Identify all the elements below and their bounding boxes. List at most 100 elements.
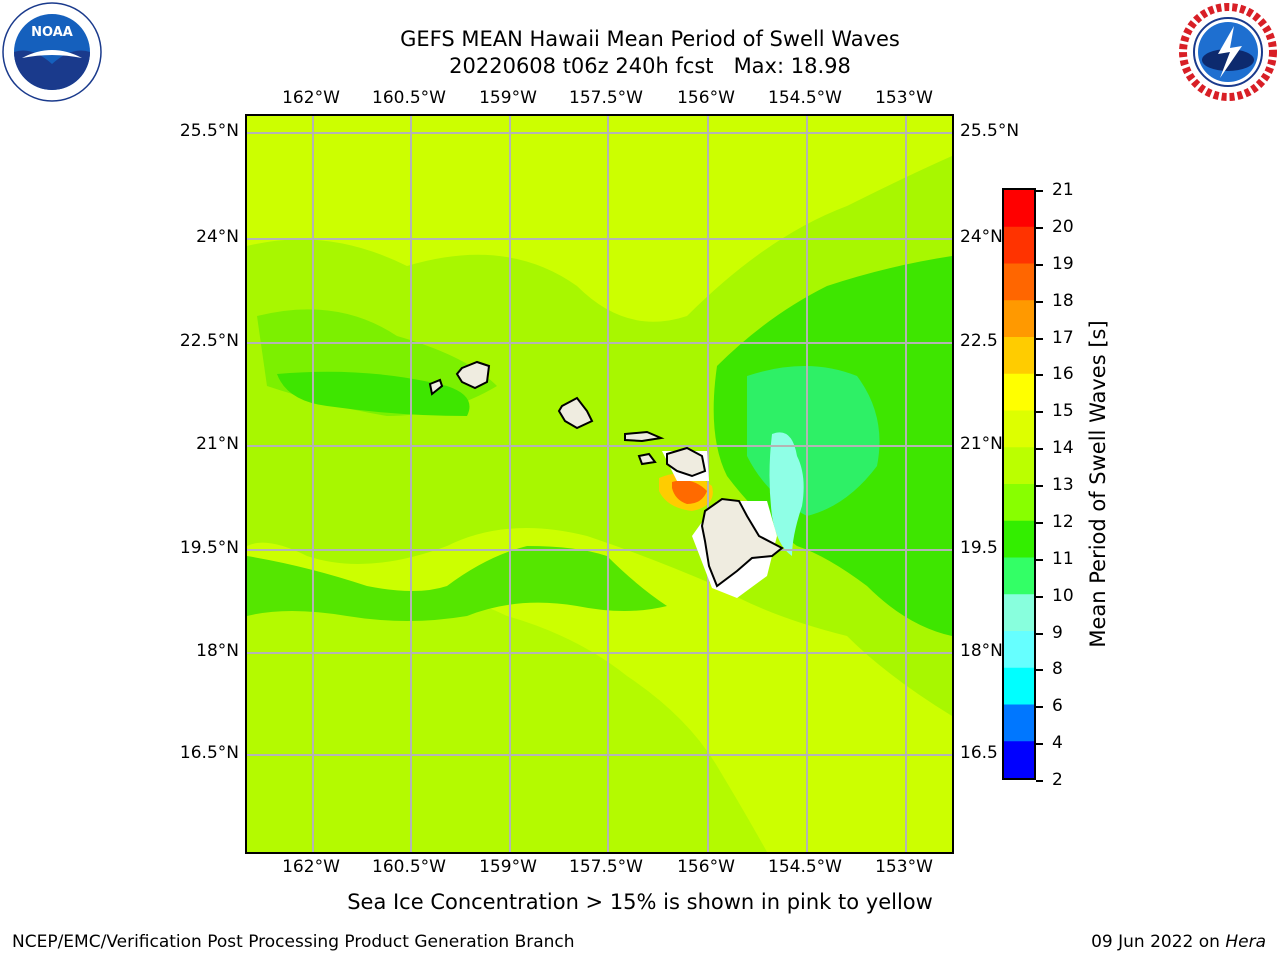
colorbar-swatch <box>1004 190 1034 228</box>
chart-subtitle: 20220608 t06z 240h fcst Max: 18.98 <box>449 54 851 78</box>
colorbar-tick-label: 13 <box>1052 475 1074 495</box>
lon-label-bottom: 156°W <box>677 857 735 877</box>
colorbar-tick-label: 9 <box>1052 622 1063 643</box>
colorbar-tick-mark <box>1036 521 1043 524</box>
lon-label-bottom: 154.5°W <box>768 857 842 877</box>
colorbar-tick-mark <box>1036 411 1043 414</box>
lat-label-left: 25.5°N <box>179 121 239 141</box>
field-11s-band <box>247 546 667 621</box>
machine-name: Hera <box>1225 932 1266 952</box>
island-maui <box>666 446 707 478</box>
colorbar-tick-mark <box>1036 337 1043 340</box>
lon-label-top: 162°W <box>282 88 340 108</box>
lat-label-right: 18°N <box>960 641 1003 661</box>
colorbar-tick-label: 6 <box>1052 696 1063 717</box>
map-grid <box>247 116 952 852</box>
colorbar-tick-label: 18 <box>1052 290 1074 311</box>
lat-label-left: 22.5°N <box>179 331 239 351</box>
lon-label-top: 157.5°W <box>569 88 643 108</box>
lat-label-left: 16.5°N <box>179 743 239 763</box>
lon-label-bottom: 162°W <box>282 857 340 877</box>
colorbar-tick-label: 10 <box>1052 585 1074 606</box>
field-13s <box>247 156 952 716</box>
lon-label-top: 159°W <box>479 88 537 108</box>
lat-label-right: 22.5 <box>960 331 998 351</box>
sea-ice-note: Sea Ice Concentration > 15% is shown in … <box>347 890 933 914</box>
colorbar-tick-mark <box>1036 743 1043 746</box>
island-kahoolawe-lanai <box>637 452 657 466</box>
svg-text:NOAA: NOAA <box>31 25 73 40</box>
colorbar-swatch <box>1004 557 1034 595</box>
colorbar-tick-label: 20 <box>1052 216 1074 237</box>
lon-label-bottom: 160.5°W <box>372 857 446 877</box>
colorbar-label: Mean Period of Swell Waves [s] <box>1086 320 1110 648</box>
colorbar-tick-label: 21 <box>1052 180 1074 200</box>
colorbar-swatch <box>1004 594 1034 632</box>
lat-label-right: 21°N <box>960 434 1003 454</box>
colorbar-tick-label: 4 <box>1052 733 1063 754</box>
nws-logo <box>1179 3 1277 101</box>
colorbar-swatch <box>1004 263 1034 301</box>
colorbar-tick-mark <box>1036 595 1043 598</box>
colorbar-tick-label: 12 <box>1052 511 1074 532</box>
lat-label-left: 18°N <box>196 641 239 661</box>
colorbar-swatch <box>1004 410 1034 448</box>
colorbar-swatch <box>1004 226 1034 264</box>
swell-period-field <box>247 116 952 852</box>
field-13s-south <box>247 566 767 852</box>
colorbar-tick-mark <box>1036 374 1043 377</box>
colorbar <box>1002 188 1036 780</box>
colorbar-tick-mark <box>1036 669 1043 672</box>
date-line: 09 Jun 2022 on Hera <box>1091 932 1266 952</box>
colorbar-swatch <box>1004 337 1034 375</box>
lon-label-top: 153°W <box>875 88 933 108</box>
field-19s <box>672 480 707 504</box>
colorbar-tick-label: 2 <box>1052 770 1063 790</box>
colorbar-tick-mark <box>1036 226 1043 229</box>
colorbar-tick-mark <box>1036 632 1043 635</box>
colorbar-swatch <box>1004 300 1034 338</box>
colorbar-tick-label: 11 <box>1052 548 1074 569</box>
colorbar-swatch <box>1004 520 1034 558</box>
lat-label-right: 25.5°N <box>960 121 1020 141</box>
date-text: 09 Jun 2022 on <box>1091 932 1226 952</box>
island-oahu <box>557 396 594 430</box>
lon-label-bottom: 159°W <box>479 857 537 877</box>
lat-label-left: 24°N <box>196 227 239 247</box>
colorbar-swatch <box>1004 484 1034 522</box>
island-niihau <box>428 378 444 396</box>
colorbar-swatch <box>1004 667 1034 705</box>
lon-label-top: 156°W <box>677 88 735 108</box>
lat-label-right: 16.5 <box>960 743 998 763</box>
field-9s <box>769 432 804 556</box>
colorbar-swatch <box>1004 741 1034 778</box>
colorbar-tick-label: 14 <box>1052 438 1074 459</box>
colorbar-tick-label: 17 <box>1052 327 1074 348</box>
lat-label-right: 19.5 <box>960 538 998 558</box>
lon-label-top: 160.5°W <box>372 88 446 108</box>
colorbar-tick-mark <box>1036 558 1043 561</box>
colorbar-tick-label: 19 <box>1052 253 1074 274</box>
colorbar-swatch <box>1004 447 1034 485</box>
colorbar-tick-mark <box>1036 263 1043 266</box>
colorbar-tick-mark <box>1036 190 1043 192</box>
colorbar-tick-label: 8 <box>1052 659 1063 680</box>
colorbar-tick-label: 16 <box>1052 364 1074 385</box>
colorbar-tick-mark <box>1036 448 1043 451</box>
colorbar-tick-mark <box>1036 706 1043 709</box>
lat-label-left: 19.5°N <box>179 538 239 558</box>
lon-label-bottom: 157.5°W <box>569 857 643 877</box>
colorbar-tick-mark <box>1036 485 1043 487</box>
colorbar-swatch <box>1004 631 1034 669</box>
field-11s-north <box>277 371 470 416</box>
island-hawaii <box>700 497 784 588</box>
lon-label-top: 154.5°W <box>768 88 842 108</box>
map-panel[interactable] <box>245 114 954 854</box>
colorbar-tick-mark <box>1036 780 1043 782</box>
lon-label-bottom: 153°W <box>875 857 933 877</box>
colorbar-tick-label: 15 <box>1052 401 1074 422</box>
colorbar-swatches <box>1004 190 1034 778</box>
lat-label-right: 24°N <box>960 227 1003 247</box>
colorbar-tick-mark <box>1036 300 1043 303</box>
chart-title: GEFS MEAN Hawaii Mean Period of Swell Wa… <box>400 27 900 51</box>
